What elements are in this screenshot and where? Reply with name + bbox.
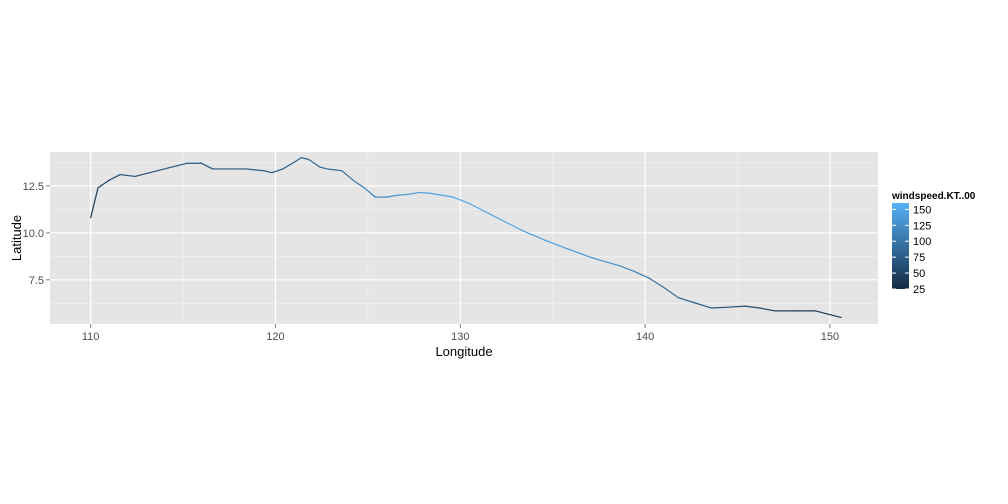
series-line-segment (729, 305, 746, 308)
series-line-segment (814, 310, 827, 315)
x-axis-title: Longitude (435, 344, 492, 359)
series-line-segment (744, 305, 761, 309)
series-line-segment (663, 286, 679, 299)
series-line-segment (566, 248, 594, 259)
series-line-segment (326, 168, 336, 171)
series-line-segment (500, 219, 524, 232)
series-line-segment (825, 313, 842, 319)
x-tick-label: 130 (451, 331, 469, 343)
plot-panel (50, 152, 878, 324)
series-line-segment (245, 168, 265, 172)
series-line-segment (97, 179, 110, 189)
color-legend: windspeed.KT..00 25 50 75 100 125 150 (891, 191, 976, 296)
series-line-segment (341, 170, 354, 181)
y-tick-label: 10.0 (23, 228, 44, 240)
series-line-segment (300, 157, 310, 161)
series-line-segment (396, 193, 410, 196)
y-tick-label: 7.5 (29, 275, 44, 287)
series-line-segment (119, 173, 136, 178)
legend-break-label: 25 (913, 284, 925, 296)
series-line-segment (544, 239, 569, 250)
series-line-segment (648, 277, 665, 288)
series-line-segment (385, 194, 399, 198)
y-axis-title: Latitude (9, 215, 24, 261)
series-line-segment (90, 187, 99, 219)
series-line-segment (618, 265, 635, 272)
series-line-segment (430, 192, 443, 196)
series-line-segment (319, 166, 328, 170)
x-tick-label: 110 (82, 331, 100, 343)
grid-major (50, 152, 878, 324)
x-tick-label: 140 (636, 331, 654, 343)
series-line-segment (633, 270, 650, 279)
y-axis: 7.5 10.0 12.5 (23, 181, 50, 287)
series-line-segment (441, 194, 454, 198)
series-line-segment (334, 169, 343, 172)
series-line-segment (293, 157, 302, 163)
series-line-segment (134, 172, 151, 178)
legend-break-label: 125 (913, 220, 931, 232)
series-line-segment (522, 230, 546, 241)
legend-colorbar (892, 203, 909, 289)
series-line-segment (271, 168, 284, 174)
y-tick-label: 12.5 (23, 181, 44, 193)
legend-break-label: 75 (913, 252, 925, 264)
legend-break-label: 100 (913, 236, 931, 248)
legend-title: windspeed.KT..00 (891, 191, 976, 202)
series-line-segment (481, 209, 502, 221)
x-tick-label: 150 (821, 331, 839, 343)
series-line-segment (282, 161, 295, 170)
grid-minor (50, 152, 878, 324)
series-line-segment (263, 170, 273, 174)
series-line-segment (363, 187, 376, 198)
data-series (90, 157, 842, 319)
series-line-segment (711, 306, 731, 309)
series-line-segment (108, 173, 121, 181)
x-tick-label: 120 (266, 331, 284, 343)
series-line-segment (149, 167, 169, 174)
series-line-segment (200, 162, 214, 170)
legend-break-label: 50 (913, 268, 925, 280)
series-line-segment (352, 179, 365, 189)
series-line-segment (677, 297, 694, 303)
legend-break-label: 150 (913, 204, 931, 216)
series-line-segment (167, 162, 188, 169)
series-line-segment (308, 158, 321, 168)
series-line-segment (452, 196, 469, 204)
series-line-segment (692, 301, 713, 309)
series-line-segment (592, 257, 620, 267)
x-axis: 110 120 130 140 150 (82, 324, 839, 343)
series-line-segment (407, 191, 421, 195)
series-line-segment (467, 202, 484, 211)
series-line-segment (419, 191, 432, 194)
series-line-segment (759, 307, 776, 312)
